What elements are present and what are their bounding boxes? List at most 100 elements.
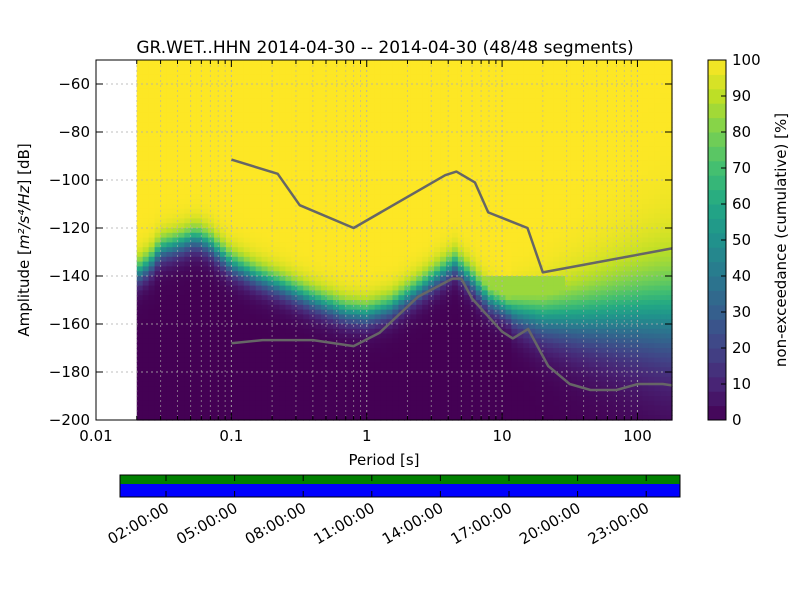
heatmap-cell <box>303 180 310 186</box>
heatmap-cell <box>517 204 524 210</box>
heatmap-cell <box>505 69 513 75</box>
heatmap-cell <box>469 276 477 282</box>
heatmap-cell <box>487 338 495 344</box>
heatmap-cell <box>190 69 197 75</box>
heatmap-cell <box>154 165 162 171</box>
heatmap-cell <box>499 290 507 296</box>
heatmap-cell <box>392 343 400 349</box>
heatmap-cell <box>469 261 477 267</box>
heatmap-cell <box>214 300 221 306</box>
heatmap-cell <box>237 156 245 162</box>
heatmap-cell <box>451 333 459 339</box>
heatmap-cell <box>481 376 489 383</box>
heatmap-cell <box>231 132 239 138</box>
heatmap-cell <box>440 391 447 397</box>
heatmap-cell <box>184 136 191 143</box>
heatmap-cell <box>279 348 287 354</box>
heatmap-cell <box>499 151 507 157</box>
heatmap-cell <box>309 127 316 133</box>
heatmap-cell <box>267 372 275 378</box>
heatmap-cell <box>220 199 227 205</box>
heatmap-cell <box>208 415 215 421</box>
heatmap-cell <box>457 400 465 407</box>
heatmap-cell <box>220 208 227 215</box>
heatmap-cell <box>499 300 507 306</box>
heatmap-cell <box>469 194 477 200</box>
heatmap-cell <box>291 146 298 152</box>
heatmap-cell <box>392 338 400 344</box>
heatmap-cell <box>499 112 507 119</box>
heatmap-cell <box>338 410 346 416</box>
heatmap-cell <box>386 247 394 253</box>
heatmap-cell <box>166 69 174 75</box>
heatmap-cell <box>398 367 405 373</box>
heatmap-cell <box>422 400 429 407</box>
heatmap-cell <box>243 324 251 330</box>
heatmap-cell <box>285 180 292 186</box>
heatmap-cell <box>392 117 400 123</box>
heatmap-cell <box>160 141 168 147</box>
heatmap-cell <box>362 232 370 239</box>
heatmap-cell <box>249 362 257 368</box>
heatmap-cell <box>255 396 263 402</box>
heatmap-cell <box>154 304 162 311</box>
heatmap-cell <box>451 410 459 416</box>
heatmap-cell <box>148 391 156 397</box>
heatmap-cell <box>154 362 162 368</box>
heatmap-cell <box>374 237 382 243</box>
heatmap-cell <box>511 367 518 373</box>
heatmap-cell <box>457 300 465 306</box>
heatmap-cell <box>338 304 346 311</box>
heatmap-cell <box>374 276 382 282</box>
heatmap-cell <box>517 237 524 243</box>
heatmap-cell <box>511 112 518 119</box>
heatmap-cell <box>440 266 447 272</box>
heatmap-cell <box>487 280 495 287</box>
heatmap-cell <box>469 146 477 152</box>
heatmap-cell <box>422 199 429 205</box>
heatmap-cell <box>142 228 150 234</box>
heatmap-cell <box>374 309 382 315</box>
heatmap-cell <box>446 261 453 267</box>
heatmap-cell <box>309 280 316 287</box>
heatmap-cell <box>243 151 251 157</box>
heatmap-cell <box>208 367 215 373</box>
heatmap-cell <box>273 60 281 66</box>
heatmap-cell <box>338 261 346 267</box>
heatmap-cell <box>261 396 269 402</box>
heatmap-cell <box>321 108 328 114</box>
heatmap-cell <box>493 127 501 133</box>
heatmap-cell <box>136 84 144 90</box>
heatmap-cell <box>481 132 489 138</box>
heatmap-cell <box>463 232 471 239</box>
heatmap-cell <box>220 290 227 296</box>
heatmap-cell <box>493 170 501 176</box>
heatmap-cell <box>499 266 507 272</box>
heatmap-cell <box>279 362 287 368</box>
heatmap-cell <box>303 324 310 330</box>
heatmap-cell <box>237 276 245 282</box>
heatmap-cell <box>136 170 144 176</box>
heatmap-cell <box>523 372 530 378</box>
heatmap-cell <box>196 204 203 210</box>
heatmap-cell <box>338 285 346 291</box>
heatmap-cell <box>505 362 513 368</box>
heatmap-cell <box>469 112 477 119</box>
heatmap-cell <box>184 88 191 95</box>
heatmap-cell <box>487 93 495 99</box>
heatmap-cell <box>511 151 518 157</box>
heatmap-cell <box>428 295 435 301</box>
heatmap-cell <box>202 314 209 320</box>
heatmap-cell <box>463 108 471 114</box>
heatmap-cell <box>136 314 144 320</box>
heatmap-cell <box>344 141 352 147</box>
heatmap-cell <box>499 103 507 109</box>
heatmap-cell <box>446 136 453 143</box>
heatmap-cell <box>303 213 310 219</box>
heatmap-cell <box>196 108 203 114</box>
heatmap-cell <box>202 319 209 325</box>
heatmap-cell <box>148 175 156 181</box>
heatmap-cell <box>190 237 197 243</box>
heatmap-cell <box>303 405 310 411</box>
heatmap-cell <box>243 343 251 349</box>
